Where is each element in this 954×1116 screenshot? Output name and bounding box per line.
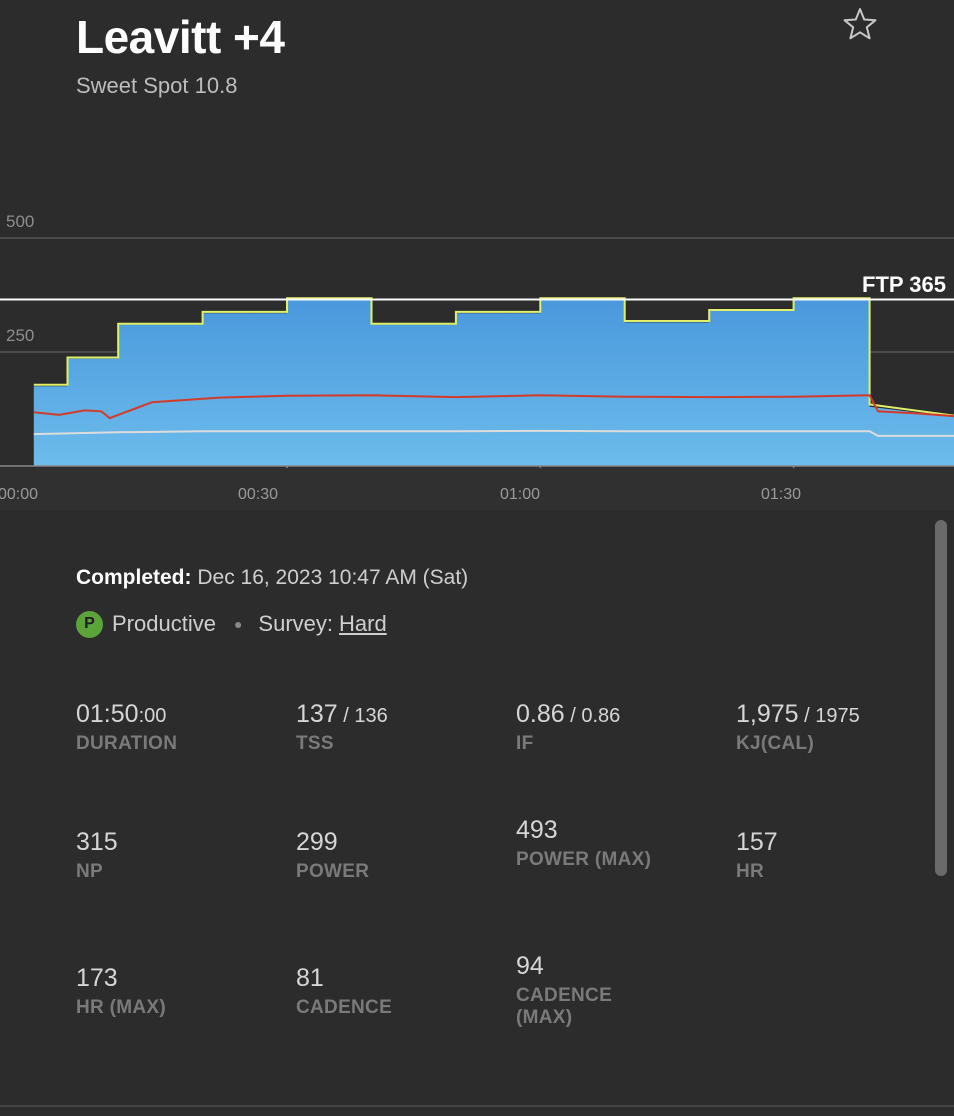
completed-date: Dec 16, 2023 10:47 AM (Sat) xyxy=(197,566,469,589)
chart-canvas xyxy=(0,200,954,510)
actual-power-line xyxy=(33,297,954,417)
metric-label: POWER xyxy=(296,861,370,882)
x-axis-band xyxy=(0,468,954,510)
completed-line: Completed: Dec 16, 2023 10:47 AM (Sat) xyxy=(76,566,468,590)
metric-label: CADENCE (MAX) xyxy=(516,985,613,1028)
scrollbar[interactable] xyxy=(935,520,947,876)
metric-label: CADENCE xyxy=(296,997,393,1018)
metric-label: KJ(CAL) xyxy=(736,733,815,754)
cadence-line xyxy=(33,429,954,437)
x-tick-label: 01:00 xyxy=(499,486,541,503)
x-tick-label: 00:00 xyxy=(0,486,39,503)
metric-power: 299 POWER xyxy=(296,828,496,883)
metric-cadence: 81 CADENCE xyxy=(296,964,496,1019)
workout-details xyxy=(0,510,954,1116)
metric-value: 173 xyxy=(76,964,118,992)
metric-value: 0.86 xyxy=(516,700,565,728)
metric-value: 157 xyxy=(736,828,778,856)
metric-value: 299 xyxy=(296,828,338,856)
workout-header: Leavitt +4 Sweet Spot 10.8 xyxy=(0,0,954,200)
metric-power-max: 493 POWER (MAX) xyxy=(516,816,656,871)
metric-cadence-max: 94 CADENCE (MAX) xyxy=(516,952,656,1029)
metric-value-secondary: / 136 xyxy=(337,705,388,727)
metric-if: 0.86 / 0.86 IF xyxy=(516,700,716,755)
metric-duration: 01:50:00 DURATION xyxy=(76,700,276,755)
separator-dot: ● xyxy=(233,616,243,632)
metric-value: 493 xyxy=(516,816,558,844)
completed-label: Completed: xyxy=(76,566,192,589)
survey-link[interactable]: Hard xyxy=(339,611,387,636)
heart-rate-line xyxy=(33,394,954,420)
metric-value-secondary: :00 xyxy=(138,705,167,727)
star-icon[interactable] xyxy=(842,6,878,42)
metric-value: 94 xyxy=(516,952,544,980)
x-tick-label: 00:30 xyxy=(237,486,279,503)
metric-value: 137 xyxy=(296,700,338,728)
metric-np: 315 NP xyxy=(76,828,276,883)
metric-label: IF xyxy=(516,733,534,754)
workout-title: Leavitt +4 xyxy=(76,11,285,63)
metric-hr-max: 173 HR (MAX) xyxy=(76,964,276,1019)
y-label-500: 500 xyxy=(6,212,35,231)
productive-badge-icon: P xyxy=(76,610,103,638)
metric-tss: 137 / 136 TSS xyxy=(296,700,496,755)
metric-value: 01:50 xyxy=(76,700,139,728)
metric-kj: 1,975 / 1975 KJ(CAL) xyxy=(736,700,936,755)
y-label-250: 250 xyxy=(6,326,35,345)
x-tick-label: 01:30 xyxy=(760,486,802,503)
productive-label: Productive xyxy=(112,611,216,636)
workout-subtitle: Sweet Spot 10.8 xyxy=(76,73,238,98)
target-power-area xyxy=(33,299,954,466)
metric-value: 315 xyxy=(76,828,118,856)
metric-label: POWER (MAX) xyxy=(516,849,652,870)
status-row: P Productive ● Survey: Hard xyxy=(76,608,387,640)
metric-value-secondary: / 1975 xyxy=(798,705,860,727)
ftp-label: FTP 365 xyxy=(862,272,946,297)
survey-label: Survey: xyxy=(258,611,334,636)
metric-label: TSS xyxy=(296,733,334,754)
metric-label: HR (MAX) xyxy=(76,997,166,1018)
metric-label: NP xyxy=(76,861,103,882)
metric-label: HR xyxy=(736,861,765,882)
metric-value-secondary: / 0.86 xyxy=(564,705,621,727)
metric-hr: 157 HR xyxy=(736,828,936,883)
metric-value: 81 xyxy=(296,964,324,992)
metric-value: 1,975 xyxy=(736,700,799,728)
workout-chart: 500 250 FTP 365 00:00 00:30 01:00 01:30 xyxy=(0,200,954,510)
metric-label: DURATION xyxy=(76,733,178,754)
bottom-divider xyxy=(0,1105,954,1107)
